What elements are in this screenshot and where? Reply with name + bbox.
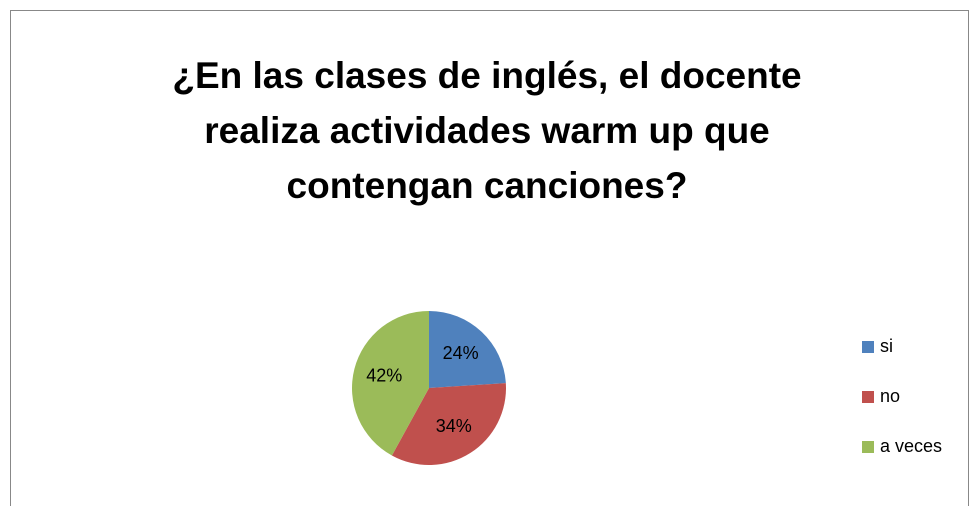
legend-label: si [880, 336, 893, 356]
pie-slice [391, 383, 506, 465]
data-label: 42% [366, 365, 402, 385]
legend-label: a veces [880, 436, 942, 456]
legend-swatch [862, 341, 874, 353]
chart-title: ¿En las clases de inglés, el docente rea… [172, 55, 802, 206]
data-label: 34% [436, 416, 472, 436]
pie-slice [429, 311, 506, 388]
legend-swatch [862, 441, 874, 453]
legend-swatch [862, 391, 874, 403]
data-label: 24% [443, 343, 479, 363]
legend-label: no [880, 386, 900, 406]
pie-slice [351, 311, 429, 456]
